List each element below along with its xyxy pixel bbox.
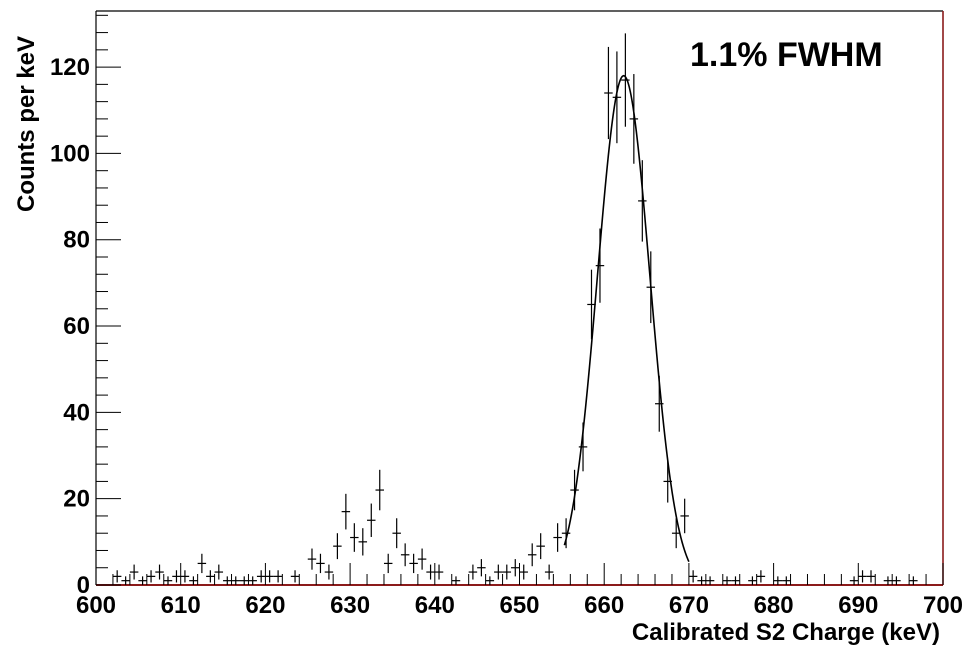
data-point [324, 564, 334, 580]
data-point [316, 553, 325, 574]
data-point [367, 503, 376, 537]
data-point [502, 564, 512, 580]
data-point [629, 74, 639, 164]
x-axis-title: Calibrated S2 Charge (keV) [632, 619, 940, 646]
data-point [511, 559, 520, 577]
data-point [612, 51, 622, 144]
x-axis-ticks: 600 610 620 630 640 650 660 670 680 690 700 [76, 563, 963, 619]
data-point [163, 576, 173, 585]
data-point [773, 576, 783, 585]
x-tick-label: 660 [584, 592, 624, 619]
data-point [697, 576, 706, 585]
data-point [172, 570, 181, 583]
data-point [866, 570, 876, 583]
data-point [494, 564, 503, 580]
data-point [544, 564, 554, 580]
data-point [392, 518, 401, 549]
data-point [892, 576, 901, 585]
data-point [307, 548, 317, 570]
data-point [400, 543, 410, 567]
data-point [748, 576, 757, 585]
y-tick-label: 40 [63, 399, 90, 426]
x-tick-label: 650 [499, 592, 539, 619]
data-point [553, 523, 562, 552]
gaussian-fit-curve [563, 74, 690, 563]
y-tick-label: 100 [50, 140, 90, 167]
data-point [417, 548, 427, 570]
data-point [638, 160, 647, 242]
data-point [477, 559, 486, 577]
fwhm-annotation: 1.1% FWHM [690, 36, 883, 74]
data-point [536, 533, 545, 560]
x-tick-label: 670 [669, 592, 709, 619]
x-tick-label: 680 [754, 592, 794, 619]
x-tick-label: 620 [245, 592, 285, 619]
data-point [621, 33, 630, 127]
data-point [782, 576, 791, 585]
data-point [468, 564, 478, 580]
y-axis-ticks: 0 20 40 60 80 100 120 [50, 14, 121, 599]
data-point [265, 570, 274, 583]
data-point [731, 576, 740, 585]
data-point [189, 576, 198, 585]
x-tick-label: 600 [76, 592, 116, 619]
y-tick-label: 0 [77, 572, 90, 599]
data-point [231, 576, 240, 585]
data-point [680, 498, 689, 534]
data-point [451, 576, 461, 585]
data-point [434, 564, 444, 580]
data-point [485, 576, 495, 585]
data-point [909, 576, 918, 585]
x-tick-label: 700 [923, 592, 963, 619]
data-point [248, 576, 257, 585]
data-point [146, 570, 156, 583]
data-point [375, 469, 384, 511]
data-point [341, 493, 351, 530]
data-point [604, 46, 613, 140]
data-point [180, 570, 190, 583]
data-point [121, 576, 130, 585]
y-tick-label: 60 [63, 313, 90, 340]
data-point [561, 518, 571, 549]
x-tick-label: 640 [415, 592, 455, 619]
data-point [290, 570, 300, 583]
data-point [138, 576, 147, 585]
data-point [570, 469, 579, 511]
data-point [239, 576, 249, 585]
data-point [112, 570, 122, 583]
data-point [155, 564, 164, 580]
x-tick-label: 630 [330, 592, 370, 619]
data-point [214, 564, 224, 580]
data-point [756, 570, 766, 583]
x-tick-label: 690 [838, 592, 878, 619]
y-tick-label: 120 [50, 54, 90, 81]
data-point [527, 543, 537, 567]
y-tick-label: 20 [63, 486, 90, 513]
data-point [409, 553, 418, 574]
data-point [383, 553, 393, 574]
data-point [129, 564, 139, 580]
data-point [519, 564, 528, 580]
y-axis-title: Counts per keV [13, 36, 40, 212]
data-point [722, 576, 732, 585]
data-point [426, 564, 435, 580]
data-point [223, 576, 232, 585]
data-point [358, 528, 368, 556]
data-point [849, 576, 859, 585]
data-point [350, 523, 359, 552]
data-point [256, 570, 266, 583]
axes [95, 10, 944, 586]
y-tick-label: 80 [63, 227, 90, 254]
data-point [206, 570, 215, 583]
data-points [112, 33, 918, 585]
data-point [705, 576, 715, 585]
data-point [688, 570, 698, 583]
x-tick-label: 610 [161, 592, 201, 619]
data-point [883, 576, 893, 585]
data-point [273, 570, 283, 583]
data-point [197, 553, 207, 574]
data-point [333, 533, 342, 560]
data-point [858, 570, 867, 583]
